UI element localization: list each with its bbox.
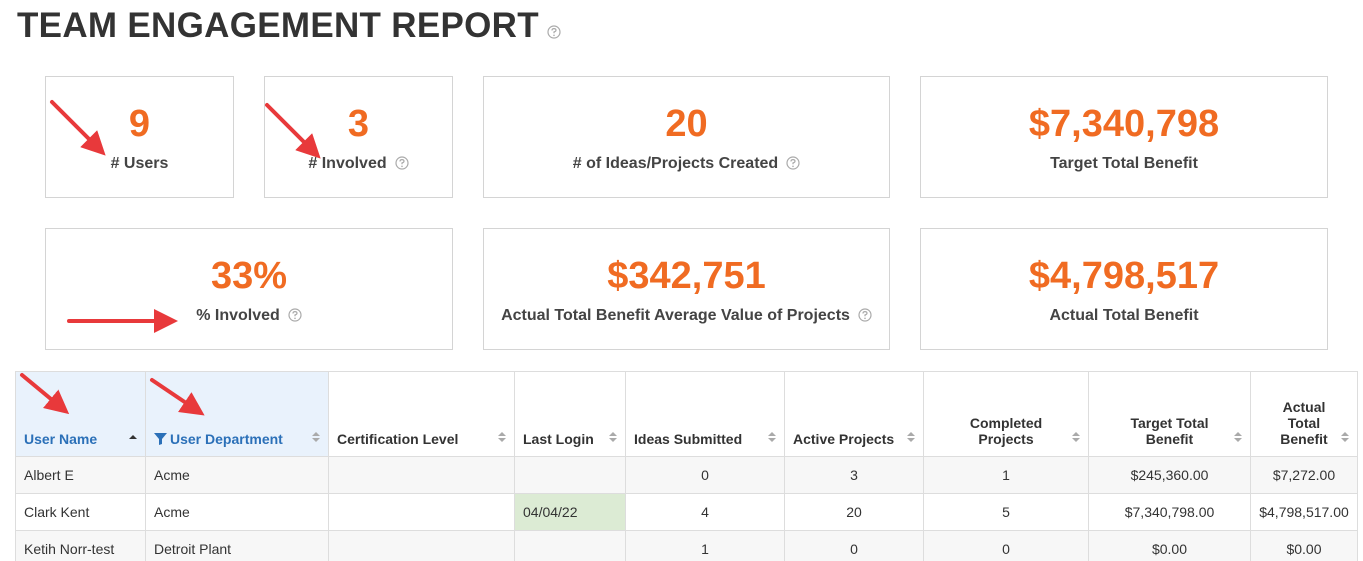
- table-cell: Ketih Norr-test: [15, 530, 146, 561]
- table-cell: $4,798,517.00: [1250, 493, 1358, 531]
- column-header[interactable]: Last Login: [514, 371, 626, 457]
- help-icon[interactable]: [858, 308, 872, 322]
- kpi-label: # Involved: [308, 155, 387, 172]
- table-cell: $7,272.00: [1250, 456, 1358, 494]
- column-header[interactable]: Completed Projects: [923, 371, 1089, 457]
- kpi-value: $4,798,517: [1028, 255, 1220, 297]
- column-label: Target Total Benefit: [1130, 415, 1209, 447]
- sort-icon[interactable]: [312, 431, 320, 443]
- column-header[interactable]: Certification Level: [328, 371, 515, 457]
- sort-icon[interactable]: [907, 431, 915, 443]
- kpi-label: Actual Total Benefit Average Value of Pr…: [501, 307, 850, 324]
- table-cell: Albert E: [15, 456, 146, 494]
- column-header[interactable]: User Name: [15, 371, 146, 457]
- page-title: TEAM ENGAGEMENT REPORT: [17, 6, 561, 46]
- column-label: Certification Level: [337, 431, 459, 447]
- kpi-value: $342,751: [607, 255, 766, 297]
- table-row: Clark Kent Acme 04/04/22 4 20 5 $7,340,798.00 $…: [15, 493, 1358, 531]
- column-label: Actual Total Benefit: [1280, 399, 1328, 447]
- table-cell: Detroit Plant: [145, 530, 329, 561]
- kpi-value: 33%: [210, 255, 288, 297]
- kpi-card: $342,751 Actual Total Benefit Average Val…: [483, 228, 890, 350]
- table-cell: [328, 493, 515, 531]
- title-text: TEAM ENGAGEMENT REPORT: [17, 6, 539, 45]
- kpi-label-wrap: # Involved: [265, 155, 452, 173]
- column-label: User Department: [170, 431, 283, 447]
- kpi-label-wrap: # of Ideas/Projects Created: [484, 155, 889, 173]
- table-cell: 5: [923, 493, 1089, 531]
- kpi-value: 20: [665, 103, 708, 145]
- table-cell: [328, 456, 515, 494]
- engagement-table: User Name User Department Certification Le…: [15, 371, 1358, 561]
- table-cell: 0: [784, 530, 924, 561]
- kpi-label: # Users: [110, 155, 169, 172]
- sort-icon[interactable]: [1234, 431, 1242, 443]
- sort-icon[interactable]: [1341, 431, 1349, 443]
- kpi-label: % Involved: [196, 307, 280, 324]
- kpi-label: # of Ideas/Projects Created: [572, 155, 779, 172]
- help-icon[interactable]: [547, 25, 561, 39]
- kpi-label-wrap: % Involved: [46, 307, 452, 325]
- sort-icon[interactable]: [768, 431, 776, 443]
- sort-icon[interactable]: [129, 431, 137, 443]
- kpi-label-wrap: Actual Total Benefit Average Value of Pr…: [484, 307, 889, 325]
- kpi-label-wrap: Actual Total Benefit: [921, 307, 1327, 325]
- sort-icon[interactable]: [498, 431, 506, 443]
- filter-icon[interactable]: [154, 432, 167, 445]
- column-label: Last Login: [523, 431, 594, 447]
- table-cell: 4: [625, 493, 785, 531]
- column-header[interactable]: Active Projects: [784, 371, 924, 457]
- table-cell: 0: [923, 530, 1089, 561]
- column-header[interactable]: Target Total Benefit: [1088, 371, 1251, 457]
- table-cell: $245,360.00: [1088, 456, 1251, 494]
- table-cell: 20: [784, 493, 924, 531]
- kpi-label-wrap: # Users: [46, 155, 233, 173]
- kpi-value: 9: [128, 103, 151, 145]
- help-icon[interactable]: [786, 156, 800, 170]
- kpi-value: 3: [347, 103, 370, 145]
- kpi-card: 33% % Involved: [45, 228, 453, 350]
- help-icon[interactable]: [288, 308, 302, 322]
- kpi-card: 3 # Involved: [264, 76, 453, 198]
- kpi-card: $4,798,517 Actual Total Benefit: [920, 228, 1328, 350]
- table-cell: [514, 530, 626, 561]
- table-cell: Acme: [145, 493, 329, 531]
- column-label: User Name: [24, 431, 98, 447]
- table-cell: $0.00: [1250, 530, 1358, 561]
- table-row: Albert E Acme 0 3 1 $245,360.00 $7,272.00: [15, 456, 1358, 494]
- help-icon[interactable]: [395, 156, 409, 170]
- kpi-label-wrap: Target Total Benefit: [921, 155, 1327, 173]
- sort-icon[interactable]: [609, 431, 617, 443]
- table-row: Ketih Norr-test Detroit Plant 1 0 0 $0.00 $0.0…: [15, 530, 1358, 561]
- column-label: Active Projects: [793, 431, 895, 447]
- table-cell: [328, 530, 515, 561]
- kpi-value: $7,340,798: [1028, 103, 1220, 145]
- table-body: Albert E Acme 0 3 1 $245,360.00 $7,272.00 Clark…: [15, 456, 1358, 561]
- table-cell: 04/04/22: [514, 493, 626, 531]
- kpi-card: $7,340,798 Target Total Benefit: [920, 76, 1328, 198]
- column-label: Ideas Submitted: [634, 431, 743, 447]
- kpi-label: Target Total Benefit: [1050, 155, 1198, 172]
- kpi-label: Actual Total Benefit: [1049, 307, 1199, 324]
- kpi-card: 9 # Users: [45, 76, 234, 198]
- sort-icon[interactable]: [1072, 431, 1080, 443]
- table-cell: 3: [784, 456, 924, 494]
- table-cell: 1: [923, 456, 1089, 494]
- column-header[interactable]: Actual Total Benefit: [1250, 371, 1358, 457]
- table-cell: Acme: [145, 456, 329, 494]
- kpi-card: 20 # of Ideas/Projects Created: [483, 76, 890, 198]
- table-cell: [514, 456, 626, 494]
- table-cell: 0: [625, 456, 785, 494]
- table-cell: Clark Kent: [15, 493, 146, 531]
- column-header[interactable]: User Department: [145, 371, 329, 457]
- table-cell: $7,340,798.00: [1088, 493, 1251, 531]
- column-label: Completed Projects: [969, 415, 1043, 447]
- table-head: User Name User Department Certification Le…: [15, 371, 1358, 457]
- column-header[interactable]: Ideas Submitted: [625, 371, 785, 457]
- table-cell: 1: [625, 530, 785, 561]
- table-cell: $0.00: [1088, 530, 1251, 561]
- header-row: User Name User Department Certification Le…: [15, 371, 1358, 457]
